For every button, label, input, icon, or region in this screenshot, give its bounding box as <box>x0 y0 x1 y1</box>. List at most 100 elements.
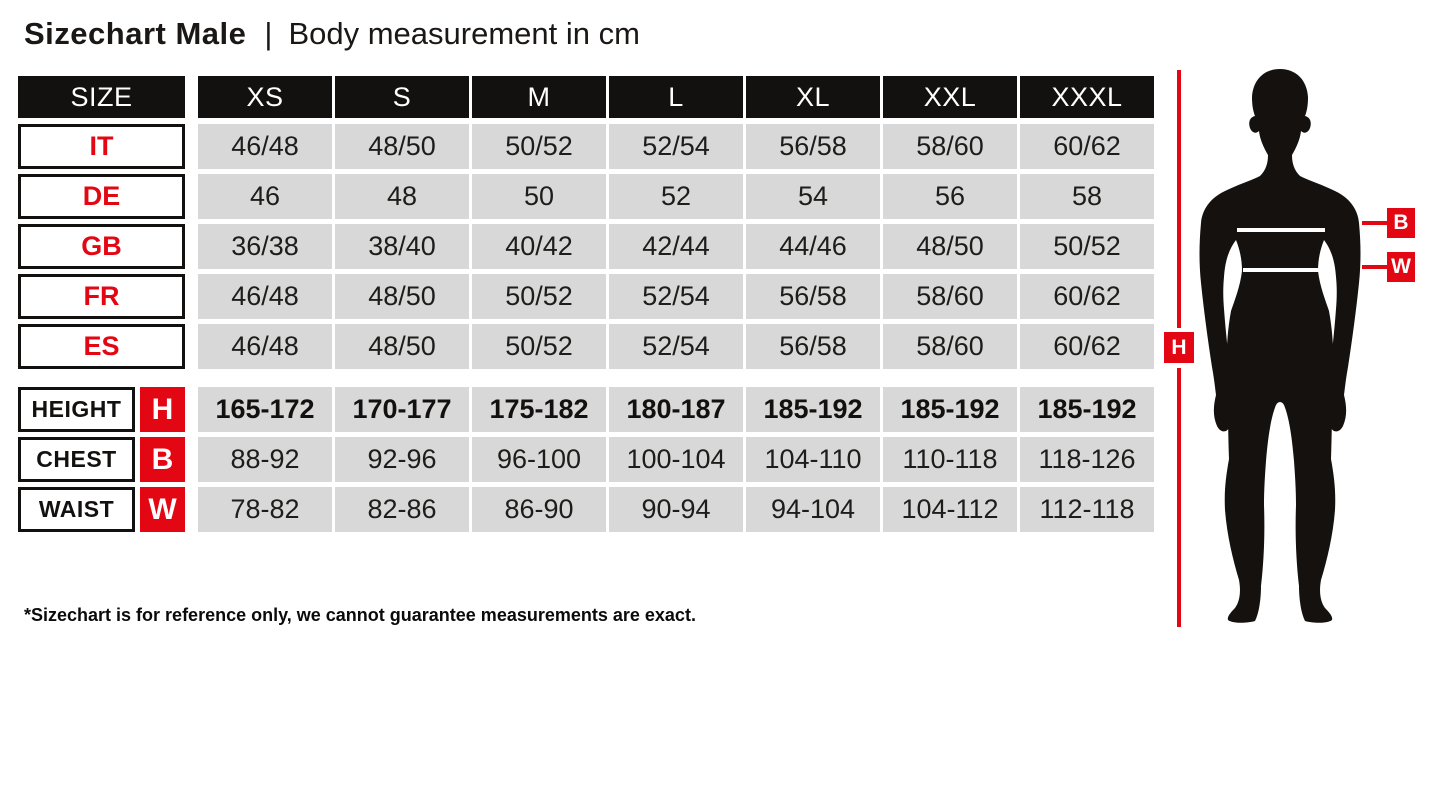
value-cell: 165-172 <box>198 387 332 432</box>
value-cell: 42/44 <box>609 224 743 269</box>
value-cell: 52/54 <box>609 324 743 369</box>
size-col-s: S <box>335 76 469 118</box>
value-cell: 112-118 <box>1020 487 1154 532</box>
table-row-es: ES 46/48 48/50 50/52 52/54 56/58 58/60 6… <box>18 324 1154 369</box>
title-separator: | <box>264 16 273 51</box>
table-row-de: DE 46 48 50 52 54 56 58 <box>18 174 1154 219</box>
value-cell: 90-94 <box>609 487 743 532</box>
value-cell: 180-187 <box>609 387 743 432</box>
height-line-bottom <box>1177 368 1181 627</box>
value-cell: 110-118 <box>883 437 1017 482</box>
value-cell: 58/60 <box>883 274 1017 319</box>
value-cell: 36/38 <box>198 224 332 269</box>
value-cell: 48 <box>335 174 469 219</box>
value-cell: 185-192 <box>746 387 880 432</box>
waist-badge: W <box>140 487 185 532</box>
table-row-gb: GB 36/38 38/40 40/42 42/44 44/46 48/50 5… <box>18 224 1154 269</box>
value-cell: 92-96 <box>335 437 469 482</box>
chest-badge: B <box>140 437 185 482</box>
value-cell: 56 <box>883 174 1017 219</box>
value-cell: 100-104 <box>609 437 743 482</box>
size-col-xs: XS <box>198 76 332 118</box>
table-row-chest: CHEST B 88-92 92-96 96-100 100-104 104-1… <box>18 437 1154 482</box>
figure-height-badge: H <box>1164 332 1194 363</box>
value-cell: 52 <box>609 174 743 219</box>
table-row-fr: FR 46/48 48/50 50/52 52/54 56/58 58/60 6… <box>18 274 1154 319</box>
table-row-height: HEIGHT H 165-172 170-177 175-182 180-187… <box>18 387 1154 432</box>
value-cell: 54 <box>746 174 880 219</box>
value-cell: 44/46 <box>746 224 880 269</box>
size-header-cell: SIZE <box>18 76 185 118</box>
value-cell: 185-192 <box>883 387 1017 432</box>
page-title: Sizechart Male | Body measurement in cm <box>24 16 640 52</box>
value-cell: 46/48 <box>198 124 332 169</box>
value-cell: 46/48 <box>198 324 332 369</box>
value-cell: 175-182 <box>472 387 606 432</box>
value-cell: 88-92 <box>198 437 332 482</box>
value-cell: 46/48 <box>198 274 332 319</box>
row-label-waist: WAIST <box>18 487 135 532</box>
figure-waist-badge: W <box>1387 252 1415 282</box>
value-cell: 86-90 <box>472 487 606 532</box>
disclaimer-footnote: *Sizechart is for reference only, we can… <box>24 605 696 625</box>
value-cell: 52/54 <box>609 124 743 169</box>
male-silhouette <box>1199 69 1361 623</box>
table-header-row: SIZE XS S M L XL XXL XXXL <box>18 76 1154 118</box>
table-row-it: IT 46/48 48/50 50/52 52/54 56/58 58/60 6… <box>18 124 1154 169</box>
value-cell: 60/62 <box>1020 324 1154 369</box>
row-label-height: HEIGHT <box>18 387 135 432</box>
value-cell: 118-126 <box>1020 437 1154 482</box>
size-col-xxl: XXL <box>883 76 1017 118</box>
value-cell: 46 <box>198 174 332 219</box>
value-cell: 48/50 <box>335 324 469 369</box>
value-cell: 60/62 <box>1020 274 1154 319</box>
row-label-chest: CHEST <box>18 437 135 482</box>
value-cell: 50 <box>472 174 606 219</box>
value-cell: 56/58 <box>746 274 880 319</box>
size-col-xl: XL <box>746 76 880 118</box>
size-col-l: L <box>609 76 743 118</box>
row-label-es: ES <box>18 324 185 369</box>
value-cell: 56/58 <box>746 324 880 369</box>
value-cell: 82-86 <box>335 487 469 532</box>
row-label-fr: FR <box>18 274 185 319</box>
chest-connector-line <box>1362 221 1388 225</box>
figure-chest-badge: B <box>1387 208 1415 238</box>
value-cell: 52/54 <box>609 274 743 319</box>
value-cell: 58/60 <box>883 124 1017 169</box>
value-cell: 58 <box>1020 174 1154 219</box>
value-cell: 58/60 <box>883 324 1017 369</box>
value-cell: 48/50 <box>335 124 469 169</box>
body-silhouette-path <box>1199 69 1361 623</box>
value-cell: 40/42 <box>472 224 606 269</box>
size-col-xxxl: XXXL <box>1020 76 1154 118</box>
waist-label-group: WAIST W <box>18 487 185 532</box>
height-line-top <box>1177 70 1181 328</box>
value-cell: 48/50 <box>883 224 1017 269</box>
value-cell: 50/52 <box>472 324 606 369</box>
waist-connector-line <box>1362 265 1388 269</box>
row-label-it: IT <box>18 124 185 169</box>
value-cell: 185-192 <box>1020 387 1154 432</box>
value-cell: 48/50 <box>335 274 469 319</box>
value-cell: 56/58 <box>746 124 880 169</box>
size-col-m: M <box>472 76 606 118</box>
value-cell: 94-104 <box>746 487 880 532</box>
sizechart-table: SIZE XS S M L XL XXL XXXL IT 46/48 48/50… <box>18 76 1154 537</box>
height-label-group: HEIGHT H <box>18 387 185 432</box>
value-cell: 78-82 <box>198 487 332 532</box>
value-cell: 50/52 <box>472 124 606 169</box>
height-badge: H <box>140 387 185 432</box>
value-cell: 104-112 <box>883 487 1017 532</box>
value-cell: 104-110 <box>746 437 880 482</box>
value-cell: 60/62 <box>1020 124 1154 169</box>
value-cell: 38/40 <box>335 224 469 269</box>
value-cell: 170-177 <box>335 387 469 432</box>
value-cell: 50/52 <box>1020 224 1154 269</box>
chest-label-group: CHEST B <box>18 437 185 482</box>
title-subtitle: Body measurement in cm <box>288 16 640 51</box>
title-main: Sizechart Male <box>24 16 247 51</box>
value-cell: 50/52 <box>472 274 606 319</box>
row-label-de: DE <box>18 174 185 219</box>
